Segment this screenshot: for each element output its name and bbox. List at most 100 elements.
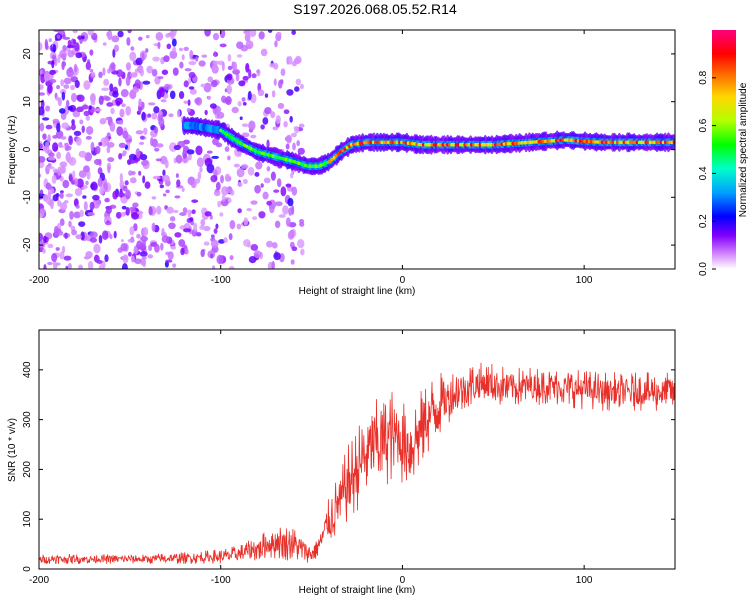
- spectrogram-noise-cell: [213, 51, 217, 57]
- spectrogram-noise-cell: [200, 249, 205, 258]
- spectrogram-noise-cell: [58, 108, 66, 114]
- spectrogram-y-tick-label: 20: [22, 48, 33, 60]
- spectrogram-noise-cell: [89, 68, 94, 73]
- spectrogram-noise-cell: [215, 181, 221, 191]
- spectrogram-noise-cell: [163, 55, 170, 63]
- spectrogram-noise-cell: [88, 105, 92, 110]
- spectrogram-noise-cell: [138, 141, 145, 145]
- spectrogram-noise-cell: [250, 134, 257, 139]
- spectrogram-noise-cell: [56, 34, 61, 39]
- spectrogram-noise-cell: [175, 154, 183, 164]
- spectrogram-noise-cell: [273, 189, 280, 193]
- spectrogram-noise-cell: [65, 193, 73, 198]
- spectrogram-noise-cell: [58, 141, 63, 148]
- spectrogram-noise-cell: [99, 118, 107, 125]
- spectrogram-noise-cell: [98, 141, 103, 146]
- spectrogram-noise-cell: [286, 89, 294, 96]
- spectrogram-noise-cell: [236, 54, 243, 58]
- spectrogram-noise-cell: [73, 211, 81, 219]
- spectrogram-noise-cell: [134, 258, 142, 265]
- spectrogram-noise-cell: [61, 122, 70, 129]
- spectrogram-noise-cell: [80, 231, 85, 241]
- spectrogram-noise-cell: [174, 232, 182, 238]
- spectrogram-noise-cell: [129, 72, 138, 78]
- spectrogram-noise-cell: [79, 209, 84, 217]
- spectrogram-noise-cell: [107, 166, 111, 174]
- spectrogram-noise-cell: [68, 220, 72, 228]
- spectrogram-noise-cell: [75, 137, 82, 146]
- snr-frame: [38, 329, 676, 570]
- spectrogram-noise-cell: [127, 30, 132, 34]
- spectrogram-noise-cell: [198, 60, 206, 67]
- spectrogram-noise-cell: [125, 76, 131, 87]
- spectrogram-noise-cell: [204, 109, 208, 116]
- spectrogram-noise-cell: [236, 223, 242, 230]
- spectrogram-noise-cell: [204, 30, 211, 37]
- spectrogram-noise-cell: [140, 257, 146, 266]
- spectrogram-noise-cell: [291, 186, 298, 196]
- spectrogram-noise-cell: [294, 55, 302, 64]
- spectrogram-noise-cell: [124, 180, 129, 186]
- spectrogram-noise-cell: [61, 91, 66, 101]
- spectrogram-noise-cell: [118, 153, 123, 160]
- spectrogram-noise-cell: [290, 132, 297, 138]
- spectrogram-noise-cell: [89, 49, 94, 56]
- spectrogram-noise-cell: [104, 96, 111, 101]
- spectrogram-noise-cell: [260, 124, 265, 130]
- spectrogram-noise-cell: [278, 79, 283, 89]
- spectrogram-noise-cell: [87, 30, 94, 36]
- spectrogram-noise-cell: [52, 134, 58, 139]
- spectrogram-noise-cell: [237, 181, 243, 187]
- colorbar-tick-label: 0.2: [698, 214, 709, 228]
- spectrogram-noise-cell: [120, 239, 124, 243]
- spectrogram-peak-cell: [332, 155, 336, 160]
- spectrogram-noise-cell: [289, 115, 293, 123]
- spectrogram-peak-cell: [334, 153, 338, 158]
- spectrogram-noise-cell: [215, 142, 223, 148]
- spectrogram-noise-cell: [43, 71, 50, 82]
- spectrogram-noise-cell: [76, 178, 84, 189]
- spectrogram-noise-cell: [67, 50, 75, 58]
- spectrogram-noise-cell: [127, 238, 135, 243]
- spectrogram-x-tick-label: 0: [400, 275, 406, 286]
- spectrogram-noise-cell: [141, 160, 149, 166]
- spectrogram-noise-cell: [287, 230, 295, 240]
- spectrogram-noise-cell: [135, 57, 143, 66]
- spectrogram-noise-cell: [52, 118, 60, 123]
- spectrogram-noise-cell: [74, 42, 80, 52]
- spectrogram-noise-cell: [121, 103, 126, 108]
- spectrogram-noise-cell: [193, 222, 198, 232]
- spectrogram-noise-cell: [82, 195, 87, 199]
- spectrogram-noise-cell: [175, 173, 179, 178]
- spectrogram-noise-cell: [173, 209, 179, 213]
- spectrogram-noise-cell: [39, 70, 43, 75]
- spectrogram-noise-cell: [52, 43, 56, 53]
- spectrogram-noise-cell: [232, 61, 238, 71]
- spectrogram-noise-cell: [300, 248, 305, 256]
- spectrogram-noise-cell: [103, 78, 110, 87]
- spectrogram-noise-cell: [147, 113, 152, 118]
- spectrogram-noise-cell: [294, 126, 300, 134]
- spectrogram-y-label: Frequency (Hz): [7, 116, 18, 185]
- spectrogram-noise-cell: [129, 226, 135, 236]
- spectrogram-peak-cell: [330, 157, 334, 162]
- spectrogram-noise-cell: [47, 191, 52, 200]
- spectrogram-noise-cell: [83, 201, 88, 211]
- spectrogram-noise-cell: [212, 169, 218, 176]
- spectrogram-noise-cell: [98, 71, 103, 79]
- spectrogram-noise-cell: [161, 69, 169, 75]
- spectrogram-noise-cell: [134, 79, 141, 88]
- spectrogram-noise-cell: [78, 150, 87, 158]
- spectrogram-noise-cell: [139, 68, 144, 77]
- spectrogram-noise-cell: [99, 186, 105, 196]
- colorbar-gradient: [712, 30, 736, 269]
- spectrogram-noise-cell: [171, 38, 177, 47]
- spectrogram-noise-cell: [136, 233, 141, 239]
- spectrogram-noise-cell: [55, 96, 60, 101]
- spectrogram-noise-cell: [263, 177, 271, 184]
- spectrogram-noise-cell: [203, 241, 210, 246]
- spectrogram-noise-cell: [243, 30, 251, 35]
- spectrogram-noise-cell: [147, 102, 156, 106]
- spectrogram-noise-cell: [151, 68, 158, 77]
